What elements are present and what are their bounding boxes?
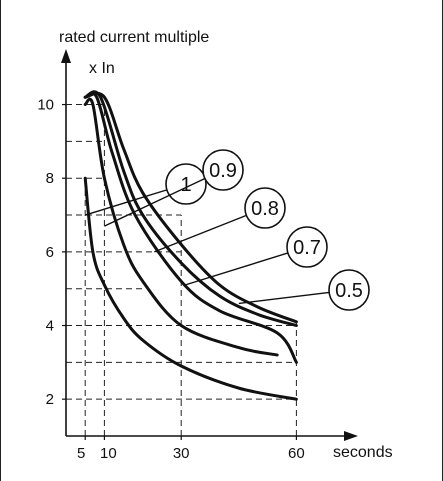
callout-bubble-0.9: [202, 149, 244, 191]
callout-label-0.9: 0.9: [209, 160, 237, 182]
grid: [66, 104, 297, 436]
x-tick-label: 10: [100, 445, 117, 462]
y-tick-label: 4: [46, 318, 54, 335]
y-axis-label-line2: x In: [89, 60, 115, 77]
x-tick-label: 30: [173, 445, 190, 462]
callout-leader-0.7: [184, 252, 289, 286]
x-tick-label: 60: [288, 445, 305, 462]
y-tick-label: 10: [37, 97, 54, 114]
callout-leader-0.9: [104, 177, 206, 227]
curve-series-0.5: [83, 176, 298, 401]
callout-label-1: 1: [180, 174, 191, 196]
callout-bubble-0.8: [244, 187, 286, 229]
callout-leader-1: [84, 189, 168, 216]
callout-label-0.5: 0.5: [335, 280, 363, 302]
callout-label-0.8: 0.8: [251, 198, 279, 220]
y-axis-label-line1: rated current multiple: [59, 29, 209, 46]
callout-bubble-0.7: [286, 226, 328, 268]
axes: [61, 49, 358, 441]
callout-leader-0.8: [154, 214, 247, 253]
callout-label-0.7: 0.7: [293, 237, 321, 259]
curve-series-0.9: [83, 90, 298, 328]
tick-labels: 2 4 6 8 10 5 10 30 60: [37, 97, 304, 462]
callout-bubble-0.5: [328, 269, 370, 311]
y-tick-label: 8: [46, 170, 54, 187]
x-axis-arrow: [344, 431, 358, 441]
x-tick-label: 5: [77, 445, 85, 462]
curve-series-1: [83, 91, 298, 324]
x-axis-label: seconds: [333, 444, 393, 461]
y-axis-arrow: [61, 49, 71, 63]
callouts: 1 0.9 0.8 0.7 0.5: [84, 149, 370, 311]
curve-series-0.8: [83, 91, 298, 364]
callout-leader-0.5: [238, 291, 330, 305]
y-tick-label: 6: [46, 244, 54, 261]
y-tick-label: 2: [46, 391, 54, 408]
curves: [83, 90, 298, 401]
callout-bubble-1: [165, 163, 207, 205]
curve-series-0.7: [83, 97, 279, 357]
